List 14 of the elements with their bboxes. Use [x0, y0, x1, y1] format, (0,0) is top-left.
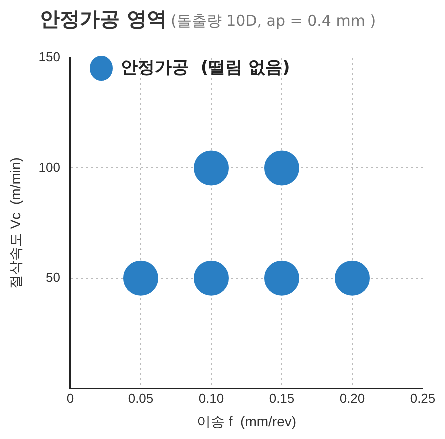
y-tick-label: 150	[38, 50, 60, 65]
x-tick-label: 0.15	[269, 390, 295, 406]
x-tick-label: 0.25	[410, 390, 436, 406]
y-tick-label: 50	[46, 270, 60, 285]
x-tick-label: 0.05	[128, 390, 154, 406]
x-tick-label: 0.20	[340, 390, 366, 406]
legend-label: 안정가공 (떨림 없음)	[120, 58, 290, 78]
y-tick-label: 100	[38, 160, 60, 175]
chart-subtitle: (돌출량 10D, ap = 0.4 mm )	[170, 12, 376, 30]
chart-title: 안정가공 영역	[40, 7, 167, 31]
x-tick-label: 0.10	[198, 390, 224, 406]
x-axis-title: 이송 f (mm/rev)	[196, 413, 297, 430]
y-axis-title: 절삭속도 Vc (m/min)	[7, 158, 24, 290]
x-tick-label: 0	[66, 390, 74, 406]
